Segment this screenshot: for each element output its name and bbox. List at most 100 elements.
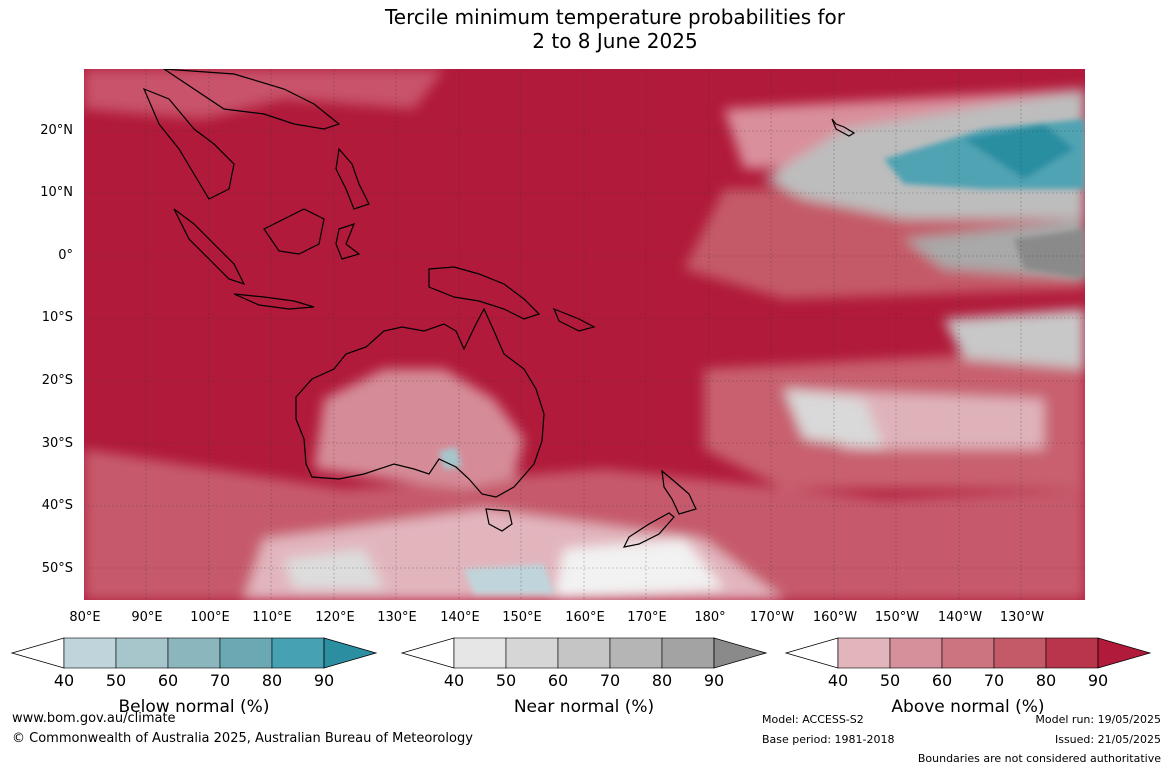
lat-label: 10°N bbox=[40, 185, 73, 200]
colorbar-swatch bbox=[557, 637, 611, 669]
colorbar-upper-arrow bbox=[713, 637, 768, 669]
region-below-normal-south bbox=[464, 564, 554, 594]
lon-label: 100°E bbox=[190, 610, 230, 625]
lon-label: 160°E bbox=[565, 610, 605, 625]
map-canvas bbox=[84, 69, 1085, 600]
colorbar-lower-arrow bbox=[400, 637, 455, 669]
new-guinea-coast bbox=[428, 266, 541, 320]
region-near-normal-se bbox=[784, 389, 884, 449]
lon-label: 90°E bbox=[131, 610, 163, 625]
china-coast bbox=[162, 69, 341, 130]
australia-coast bbox=[295, 307, 545, 498]
colorbar-swatch bbox=[167, 637, 221, 669]
colorbar-tick-label: 90 bbox=[313, 671, 335, 690]
colorbar-swatch bbox=[609, 637, 663, 669]
colorbar-near-normal bbox=[400, 637, 768, 669]
colorbar-title-above: Above normal (%) bbox=[891, 697, 1045, 717]
colorbar-swatches bbox=[63, 637, 325, 669]
colorbar-above-normal bbox=[784, 637, 1152, 669]
lat-label: 20°N bbox=[40, 123, 73, 138]
base-period-text: Base period: 1981-2018 bbox=[762, 733, 895, 746]
website-link[interactable]: www.bom.gov.au/climate bbox=[12, 711, 176, 726]
colorbar-swatch bbox=[63, 637, 117, 669]
colorbar-tick-label: 90 bbox=[703, 671, 725, 690]
colorbar-lower-arrow bbox=[784, 637, 839, 669]
colorbar-upper-arrow bbox=[323, 637, 378, 669]
region-below-normal-2 bbox=[964, 124, 1074, 179]
colorbar-upper-arrow bbox=[1097, 637, 1152, 669]
philippines-coast bbox=[335, 147, 370, 210]
lat-label: 10°S bbox=[41, 310, 73, 325]
colorbar-swatches bbox=[453, 637, 715, 669]
title-line-1: Tercile minimum temperature probabilitie… bbox=[384, 5, 846, 29]
indochina-coast bbox=[142, 87, 235, 200]
region-near-normal-s bbox=[554, 539, 724, 600]
colorbar-swatch bbox=[115, 637, 169, 669]
colorbar-tick-label: 60 bbox=[931, 671, 953, 690]
graticule bbox=[84, 69, 1085, 600]
lon-label: 180° bbox=[694, 610, 726, 625]
nz-south-coast bbox=[622, 512, 675, 548]
java-coast bbox=[233, 293, 315, 310]
lon-label: 150°E bbox=[502, 610, 542, 625]
colorbar-tick-label: 40 bbox=[443, 671, 465, 690]
colorbar-tick-label: 80 bbox=[1035, 671, 1057, 690]
lon-label: 130°W bbox=[999, 610, 1045, 625]
title-line-2: 2 to 8 June 2025 bbox=[532, 29, 698, 53]
sumatra-coast bbox=[173, 208, 246, 286]
region-dark-grey-eq bbox=[1014, 229, 1085, 279]
lon-label: 150°W bbox=[874, 610, 920, 625]
colorbar-tick-label: 40 bbox=[827, 671, 849, 690]
australia-interior bbox=[314, 369, 524, 489]
colorbar-tick-label: 80 bbox=[651, 671, 673, 690]
region-above-70 bbox=[84, 69, 444, 119]
model-text: Model: ACCESS-S2 bbox=[762, 713, 864, 726]
lon-label: 130°E bbox=[377, 610, 417, 625]
colorbar-tick-label: 50 bbox=[105, 671, 127, 690]
colorbar-swatch bbox=[453, 637, 507, 669]
lat-label: 40°S bbox=[41, 498, 73, 513]
model-run-text: Model run: 19/05/2025 bbox=[1035, 713, 1161, 726]
colorbar-swatch bbox=[219, 637, 273, 669]
hawaii-coast bbox=[831, 118, 856, 137]
issued-text: Issued: 21/05/2025 bbox=[1054, 733, 1161, 746]
colorbar-tick-label: 70 bbox=[983, 671, 1005, 690]
copyright-text: © Commonwealth of Australia 2025, Austra… bbox=[12, 731, 473, 746]
region-near-normal-south bbox=[944, 309, 1085, 369]
colorbar-tick-label: 40 bbox=[53, 671, 75, 690]
colorbar-tick-label: 80 bbox=[261, 671, 283, 690]
nz-north-coast bbox=[661, 469, 697, 515]
colorbar-lower-arrow bbox=[10, 637, 65, 669]
coastlines bbox=[142, 69, 856, 548]
colorbar-swatch bbox=[661, 637, 715, 669]
lat-label: 20°S bbox=[41, 373, 73, 388]
region-below-normal-aus bbox=[439, 447, 462, 469]
lat-label: 0° bbox=[58, 248, 73, 263]
lat-label: 50°S bbox=[41, 561, 73, 576]
borneo-coast bbox=[263, 208, 325, 255]
colorbar-swatches bbox=[837, 637, 1099, 669]
lon-label: 170°W bbox=[749, 610, 795, 625]
colorbar-swatch bbox=[271, 637, 325, 669]
lat-label: 30°S bbox=[41, 436, 73, 451]
colorbar-swatch bbox=[1045, 637, 1099, 669]
colorbar-swatch bbox=[889, 637, 943, 669]
lon-label: 120°E bbox=[315, 610, 355, 625]
colorbar-tick-label: 70 bbox=[209, 671, 231, 690]
sulawesi-coast bbox=[335, 223, 361, 260]
map-title: Tercile minimum temperature probabilitie… bbox=[300, 5, 930, 53]
colorbar-title-near: Near normal (%) bbox=[513, 697, 655, 717]
colorbar-tick-label: 60 bbox=[157, 671, 179, 690]
colorbar-tick-label: 60 bbox=[547, 671, 569, 690]
colorbar-swatch bbox=[993, 637, 1047, 669]
colorbar-tick-label: 90 bbox=[1087, 671, 1109, 690]
colorbar-tick-label: 50 bbox=[495, 671, 517, 690]
lon-label: 170°E bbox=[627, 610, 667, 625]
colorbar-swatch bbox=[837, 637, 891, 669]
colorbar-below-normal bbox=[10, 637, 378, 669]
lon-label: 140°W bbox=[937, 610, 983, 625]
colorbar-title-below: Below normal (%) bbox=[118, 697, 270, 717]
lon-label: 140°E bbox=[440, 610, 480, 625]
colorbar-swatch bbox=[505, 637, 559, 669]
colorbar-swatch bbox=[941, 637, 995, 669]
